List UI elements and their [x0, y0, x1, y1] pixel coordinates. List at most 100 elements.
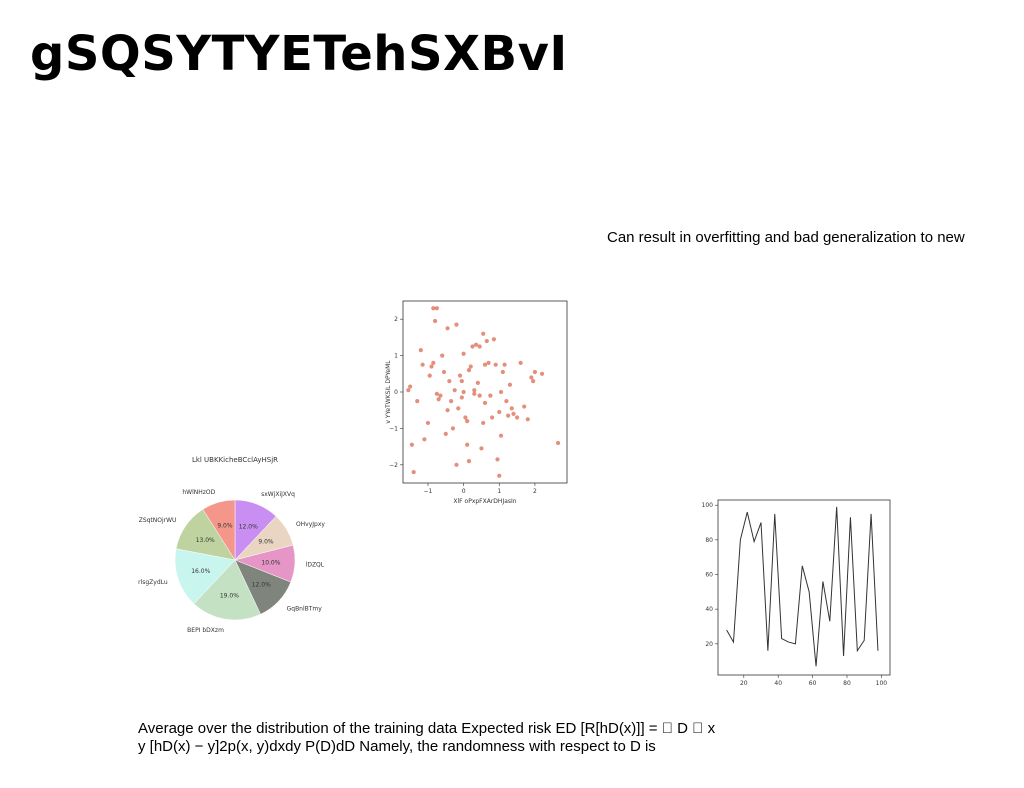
scatter-point	[504, 399, 509, 404]
scatter-y-tick-label: 2	[394, 316, 398, 323]
pie-title: Lkl UBKKicheBCclAyHSjR	[192, 456, 278, 464]
line-x-tick-label: 20	[740, 680, 748, 687]
scatter-point	[507, 382, 513, 387]
line-y-tick-label: 80	[705, 537, 713, 544]
scatter-x-tick-label: 0	[462, 488, 466, 495]
pie-pct-label: 12.0%	[239, 524, 258, 531]
scatter-point	[511, 411, 516, 416]
pie-category-label: GqBnlBTmy	[287, 605, 323, 612]
pie-pct-label: 9.0%	[258, 539, 274, 546]
scatter-y-tick-label: 0	[394, 389, 398, 396]
line-x-tick-label: 40	[774, 680, 782, 687]
scatter-point	[472, 391, 477, 396]
pie-slice	[193, 559, 261, 621]
scatter-point	[427, 373, 432, 378]
scatter-point	[406, 388, 411, 393]
scatter-point	[422, 437, 427, 442]
scatter-point	[522, 404, 527, 409]
scatter-point	[429, 364, 434, 369]
callout-text: Can result in overfitting and bad genera…	[607, 229, 965, 246]
scatter-point	[465, 442, 470, 447]
scatter-point	[531, 378, 536, 384]
scatter-point	[454, 462, 459, 467]
scatter-point	[457, 373, 463, 378]
scatter-point	[438, 393, 443, 398]
scatter-point	[497, 473, 502, 478]
scatter-point	[518, 360, 523, 365]
scatter-point	[532, 369, 538, 375]
pie-category-label: sxWjXiJXVq	[261, 491, 295, 498]
scatter-point	[495, 457, 500, 462]
pie-pct-label: 10.0%	[261, 559, 280, 566]
line-plot-frame	[717, 499, 891, 676]
scatter-x-tick-label: 1	[497, 488, 501, 495]
pie-chart: Lkl UBKKicheBCclAyHSjR 12.0% sxWjXiJXVq 9.0…	[138, 456, 325, 634]
scatter-point	[477, 344, 482, 349]
scatter-point	[443, 431, 448, 436]
scatter-point	[440, 353, 445, 358]
scatter-y-axis-label: v YYeTWKSIL DPYeML	[385, 360, 392, 424]
pie-category-label: rlsgZydLu	[138, 579, 168, 586]
scatter-point	[490, 415, 495, 420]
body-text: Average over the distribution of the tra…	[138, 720, 778, 756]
slide-title: gSQSYTYETehSXBvI	[30, 26, 568, 82]
scatter-point	[491, 337, 497, 342]
body-line-2: y [hD(x) − y]2p(x, y)dxdy P(D)dD Namely,…	[138, 738, 656, 755]
scatter-point	[486, 360, 491, 365]
scatter-point	[500, 369, 505, 375]
pie-pct-label: 9.0%	[217, 522, 233, 529]
scatter-point	[498, 389, 504, 395]
scatter-point	[418, 348, 423, 353]
scatter-point	[465, 419, 470, 424]
pie-category-label: BEPI bDXzm	[187, 627, 224, 634]
line-x-tick-label: 100	[876, 680, 888, 687]
scatter-plot-frame	[402, 300, 568, 484]
pie-category-label: lDZQL	[306, 561, 325, 568]
scatter-point	[498, 433, 504, 438]
scatter-point	[506, 413, 511, 418]
scatter-point	[488, 393, 493, 398]
line-y-tick-label: 40	[705, 606, 713, 613]
scatter-point	[529, 375, 534, 380]
scatter-point	[493, 362, 498, 367]
scatter-point	[481, 331, 486, 336]
scatter-point	[525, 417, 530, 422]
scatter-point	[539, 371, 545, 376]
scatter-y-tick-label: −2	[389, 462, 398, 469]
pie-slice	[174, 548, 236, 605]
scatter-point	[497, 409, 502, 415]
scatter-point	[466, 459, 472, 464]
scatter-point	[449, 399, 454, 404]
scatter-point	[420, 362, 425, 367]
scatter-point	[445, 326, 450, 331]
scatter-point	[481, 420, 486, 426]
scatter-point	[431, 306, 436, 311]
scatter-point	[409, 442, 415, 447]
scatter-point	[473, 342, 479, 347]
pie-category-label: hWlNHzOD	[182, 489, 215, 496]
scatter-point	[454, 322, 459, 327]
scatter-point	[459, 378, 464, 384]
scatter-point	[459, 395, 464, 400]
scatter-point	[479, 446, 484, 451]
scatter-point	[477, 393, 482, 398]
scatter-x-axis-label: XlF oPxpFXArDHJasIn	[453, 498, 516, 505]
scatter-chart: −1 0 1 2 −2 −1 0 1 2 XlF oPxpFXArDHJasIn v YYeTWKS…	[385, 300, 568, 505]
scatter-point	[461, 351, 466, 356]
line-y-tick-label: 20	[705, 641, 713, 648]
scatter-point	[509, 406, 514, 411]
scatter-point	[502, 362, 507, 367]
scatter-point	[456, 406, 461, 411]
scatter-point	[415, 399, 420, 404]
scatter-point	[447, 378, 452, 384]
scatter-point	[445, 408, 450, 413]
scatter-point	[411, 469, 416, 475]
line-y-tick-label: 100	[702, 502, 714, 509]
scatter-point	[514, 415, 520, 420]
scatter-point	[441, 369, 447, 375]
scatter-point	[436, 397, 441, 402]
line-chart: 20 40 60 80 100 20 40 60 80 100	[702, 499, 891, 687]
scatter-point	[425, 420, 431, 426]
scatter-point	[482, 400, 488, 406]
scatter-point	[450, 426, 456, 431]
